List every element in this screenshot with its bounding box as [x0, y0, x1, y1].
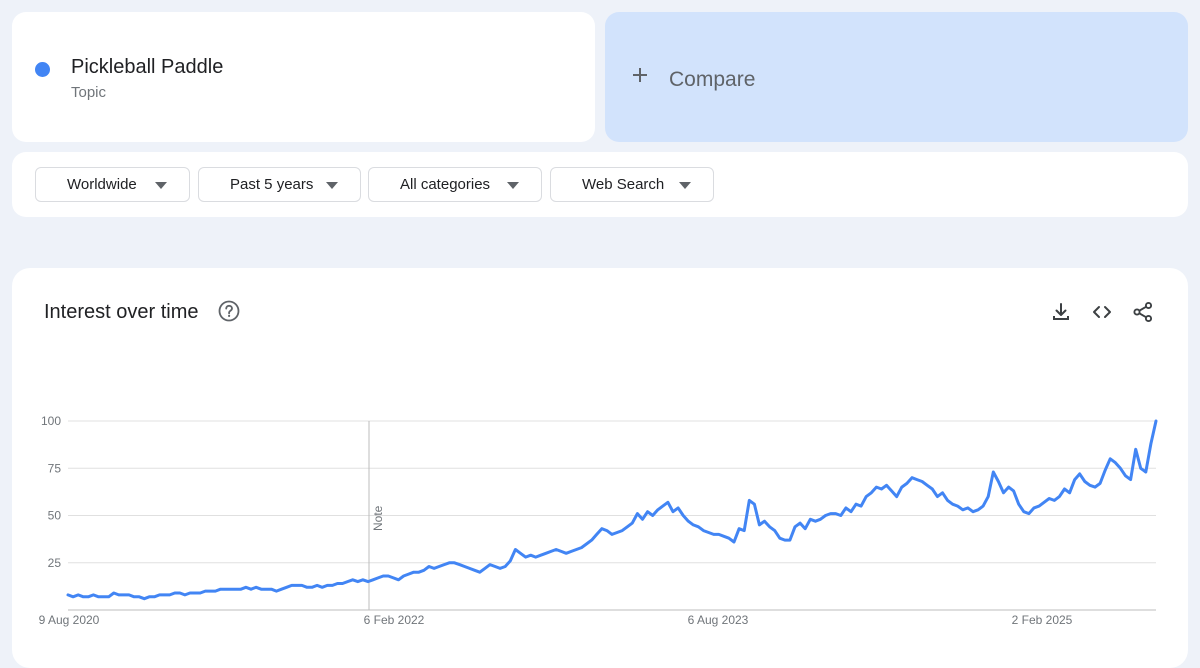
y-tick-label: 100: [41, 414, 61, 428]
plus-icon: [631, 62, 649, 88]
term-name[interactable]: Pickleball Paddle: [71, 56, 224, 78]
region-filter-label: Worldwide: [67, 176, 137, 193]
note-annotation[interactable]: Note: [371, 505, 385, 531]
help-icon[interactable]: [218, 300, 240, 322]
series-line[interactable]: [66, 419, 1158, 601]
search-type-filter-label: Web Search: [582, 176, 665, 193]
y-tick-label: 75: [48, 461, 62, 475]
compare-label: Compare: [669, 68, 756, 91]
x-tick-label: 9 Aug 2020: [39, 613, 100, 627]
term-type: Topic: [71, 84, 107, 101]
interest-chart[interactable]: 100 75 50 25 Note 9 Aug 2020 6 Feb 2022 6 Aug 2…: [12, 268, 1188, 648]
chevron-down-icon: [155, 182, 167, 189]
embed-icon[interactable]: [1091, 301, 1113, 323]
y-tick-label: 50: [48, 509, 62, 523]
chevron-down-icon: [507, 182, 519, 189]
download-icon[interactable]: [1050, 301, 1072, 323]
category-filter-label: All categories: [400, 176, 491, 193]
filters-bar: Worldwide Past 5 years All categories We…: [12, 152, 1188, 217]
region-filter-dropdown[interactable]: Worldwide: [35, 167, 190, 202]
x-tick-label: 6 Feb 2022: [364, 613, 425, 627]
x-tick-label: 2 Feb 2025: [1012, 613, 1073, 627]
share-icon[interactable]: [1132, 301, 1154, 323]
category-filter-dropdown[interactable]: All categories: [368, 167, 542, 202]
chevron-down-icon: [326, 182, 338, 189]
time-range-filter-dropdown[interactable]: Past 5 years: [198, 167, 361, 202]
compare-button[interactable]: Compare: [605, 12, 1188, 142]
x-tick-label: 6 Aug 2023: [688, 613, 749, 627]
search-type-filter-dropdown[interactable]: Web Search: [550, 167, 714, 202]
term-color-dot: [35, 62, 50, 77]
y-tick-label: 25: [48, 556, 62, 570]
interest-over-time-panel: Interest over time 100 75 50 25 Note 9 Aug 20…: [12, 268, 1188, 668]
chevron-down-icon: [679, 182, 691, 189]
panel-title: Interest over time: [44, 301, 199, 323]
search-term-card[interactable]: Pickleball Paddle Topic: [12, 12, 595, 142]
time-range-filter-label: Past 5 years: [230, 176, 314, 193]
